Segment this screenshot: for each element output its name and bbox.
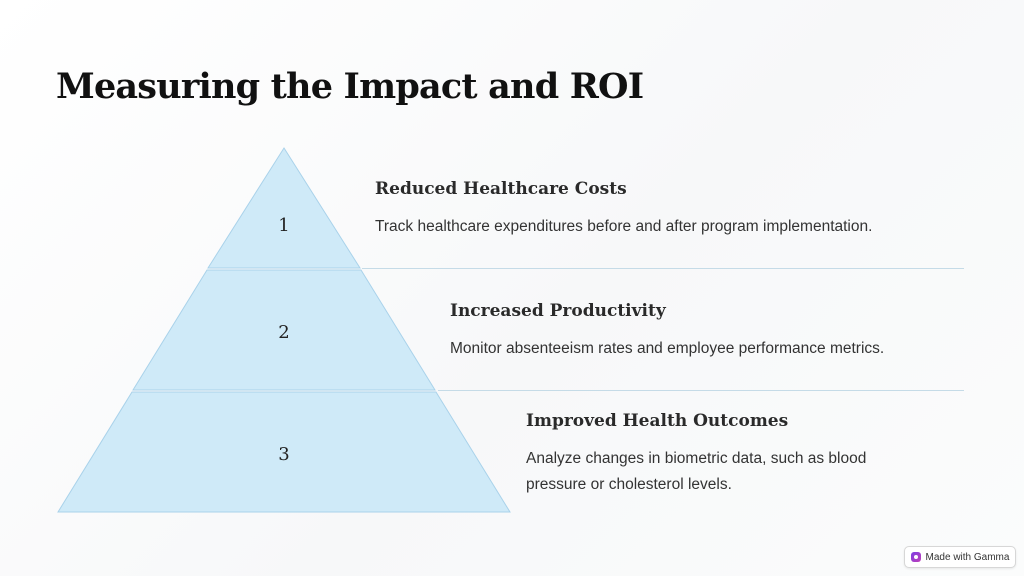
slide-title: Measuring the Impact and ROI — [56, 66, 644, 107]
tier-number-2: 2 — [278, 322, 289, 343]
badge-label: Made with Gamma — [925, 551, 1010, 563]
tier-divider-2 — [438, 390, 964, 391]
tier-title-3: Improved Health Outcomes — [526, 411, 789, 431]
made-with-gamma-badge[interactable]: Made with Gamma — [904, 546, 1016, 568]
tier-number-3: 3 — [278, 444, 289, 465]
tier-description-2: Monitor absenteeism rates and employee p… — [450, 340, 885, 357]
pyramid-tier-2 — [132, 269, 436, 391]
tier-description-3: Analyze changes in biometric data, such … — [526, 450, 867, 493]
tier-title-2: Increased Productivity — [450, 301, 666, 321]
pyramid-tier-3 — [57, 391, 511, 513]
tier-description-1: Track healthcare expenditures before and… — [375, 218, 873, 235]
pyramid-tier-1 — [207, 147, 361, 269]
gamma-logo-icon — [910, 552, 921, 562]
tier-divider-1 — [362, 268, 964, 269]
tier-title-1: Reduced Healthcare Costs — [375, 179, 627, 199]
tier-number-1: 1 — [278, 215, 289, 236]
